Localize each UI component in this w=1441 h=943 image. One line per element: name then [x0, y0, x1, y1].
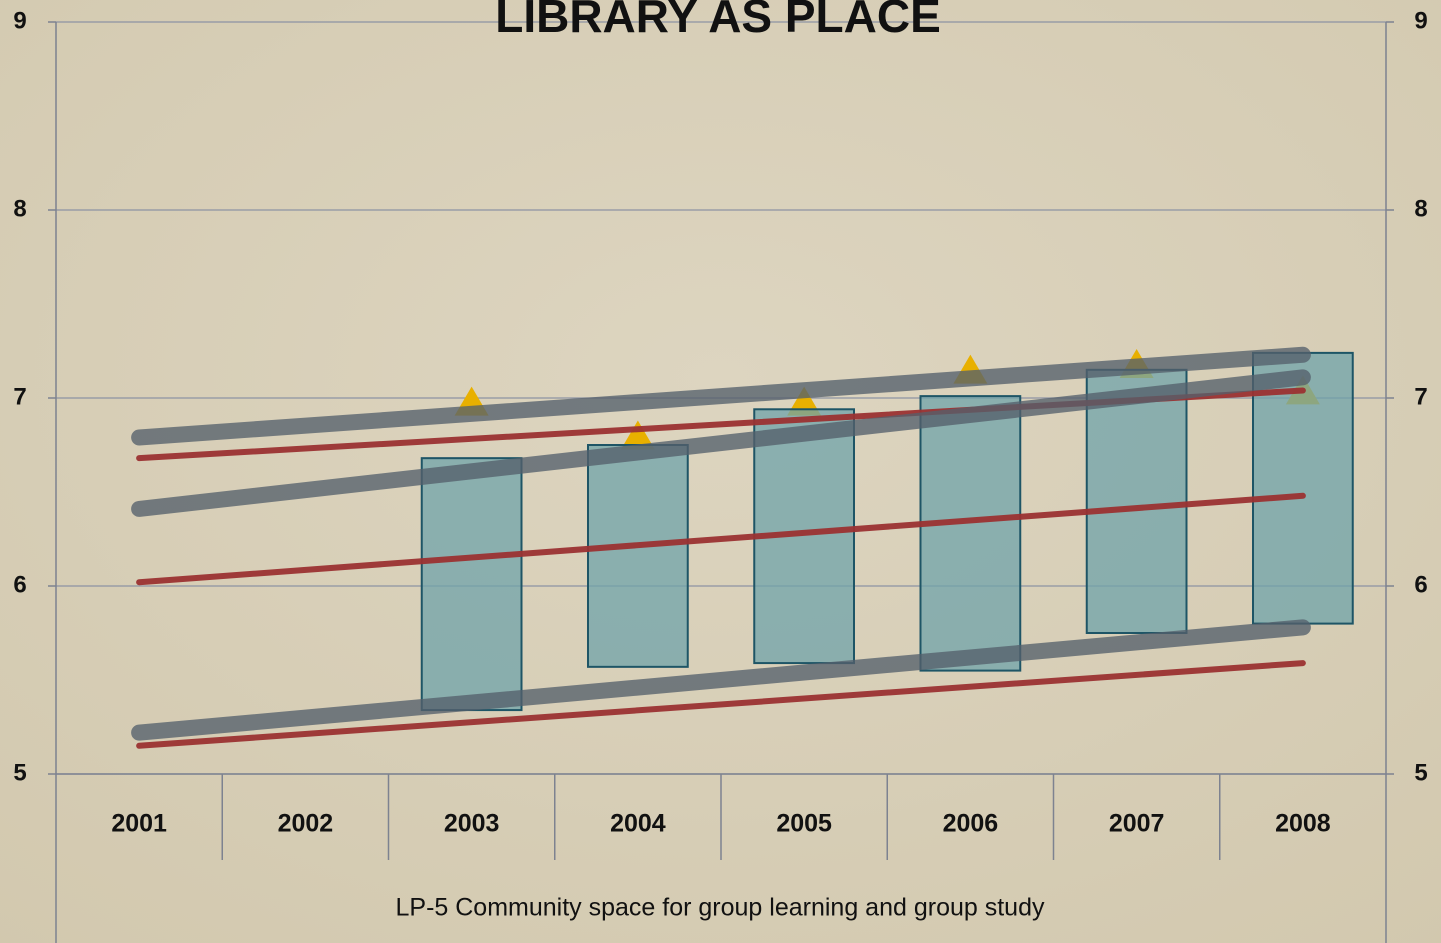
chart-title: LIBRARY AS PLACE: [495, 0, 941, 42]
trend-line: [131, 346, 1311, 446]
y-tick-label: 7: [13, 383, 26, 410]
gap-bar: [1085, 368, 1188, 634]
y-tick-label: 9: [13, 7, 26, 34]
x-tick-label: 2003: [444, 810, 500, 838]
x-tick-label: 2008: [1275, 810, 1331, 838]
y-tick-label: 6: [13, 571, 26, 598]
gap-bar: [919, 395, 1022, 672]
perceived-marker: [620, 420, 655, 450]
x-tick-label: 2002: [278, 810, 334, 838]
gap-bar: [1252, 351, 1354, 625]
y2-tick-label: 5: [1414, 759, 1427, 786]
x-tick-label: 2005: [776, 810, 832, 838]
plot: 5 6 7 8 9 5 6 7 8 9 2001 2002 2003 2004 2005 2006 2007 20…: [13, 7, 1428, 943]
x-tick-label: 2007: [1109, 810, 1165, 838]
y2-tick-label: 6: [1414, 571, 1427, 598]
y2-tick-label: 8: [1414, 195, 1427, 222]
y-tick-label: 5: [13, 759, 26, 786]
trend-line: [131, 369, 1311, 517]
x-tick-label: 2006: [943, 810, 999, 838]
x-tick-label: 2004: [610, 810, 666, 838]
x-axis-label: LP-5 Community space for group learning …: [396, 894, 1045, 922]
trend-line: [136, 492, 1306, 586]
gap-bar: [420, 457, 523, 712]
gap-bar: [587, 444, 689, 668]
trend-line: [136, 660, 1306, 749]
y2-tick-label: 9: [1414, 7, 1427, 34]
y2-tick-label: 7: [1414, 383, 1427, 410]
y-tick-label: 8: [13, 195, 26, 222]
trend-line: [131, 619, 1311, 741]
x-tick-label: 2001: [111, 810, 167, 838]
